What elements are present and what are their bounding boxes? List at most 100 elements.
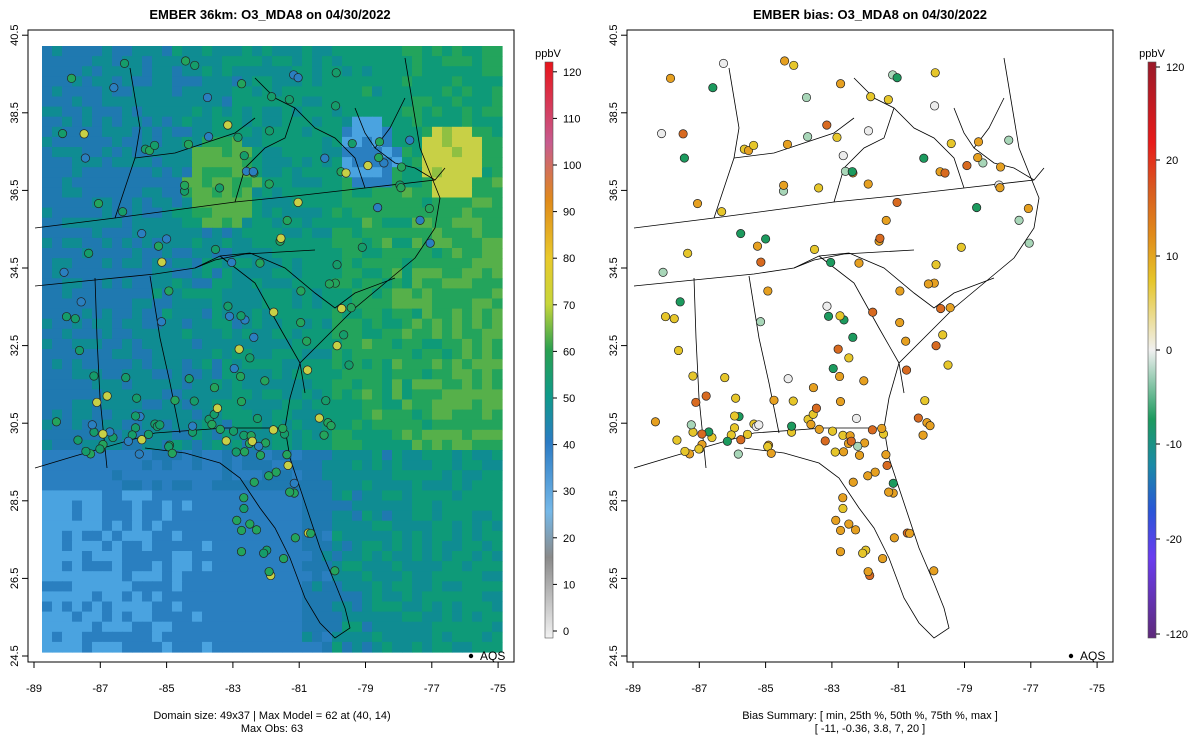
colorbar-tick-label: 20: [563, 533, 575, 545]
bias-point: [836, 79, 846, 89]
aqs-point: [188, 421, 198, 431]
aqs-point: [284, 95, 294, 105]
aqs-point: [183, 139, 194, 149]
aqs-point: [337, 304, 347, 314]
aqs-point: [346, 303, 356, 313]
bias-point: [749, 140, 759, 150]
right-map-title: EMBER bias: O3_MDA8 on 04/30/2022: [753, 7, 987, 22]
aqs-point: [236, 311, 246, 321]
bias-point: [946, 138, 956, 149]
aqs-point: [150, 140, 160, 150]
bias-summary-header: Bias Summary: [ min, 25th %, 50th %, 75t…: [742, 710, 998, 722]
aqs-point: [233, 132, 243, 142]
bias-point: [1004, 135, 1014, 145]
bias-point: [752, 241, 763, 251]
right-y-axis: 24.5 26.5 28.5 30.5 32.5 34.5 36.5 38.5 40.5: [608, 24, 627, 667]
aqs-point: [415, 215, 425, 225]
aqs-point: [255, 258, 265, 268]
aqs-point: [234, 344, 244, 354]
bias-point: [877, 423, 887, 433]
aqs-point: [282, 450, 292, 460]
aqs-point: [223, 301, 233, 311]
bias-point: [972, 203, 982, 213]
aqs-point: [255, 450, 266, 460]
aqs-point: [331, 68, 341, 78]
colorbar-tick-label: 120: [563, 67, 581, 79]
bias-point: [881, 215, 891, 225]
right-map-legend: AQS: [1068, 649, 1105, 663]
left-map-panel: EMBER 36km: O3_MDA8 on 04/30/2022 -89 -87…: [9, 7, 515, 735]
colorbar-tick-label: 60: [563, 346, 575, 358]
bias-point: [854, 258, 864, 268]
bias-point: [809, 244, 820, 255]
colorbar-tick-label: -20: [1166, 534, 1182, 546]
bias-point: [901, 365, 912, 375]
aqs-point: [89, 371, 99, 381]
right-map-frame: [626, 29, 1114, 663]
aqs-point: [131, 411, 141, 421]
bias-point: [820, 436, 830, 446]
aqs-point: [189, 396, 199, 406]
aqs-point: [248, 167, 258, 177]
aqs-point: [155, 420, 165, 430]
bias-point: [962, 161, 972, 171]
aqs-point: [123, 436, 133, 446]
aqs-point: [76, 297, 86, 307]
aqs-point: [227, 257, 237, 268]
left-footer-max-obs: Max Obs: 63: [241, 723, 303, 735]
bias-point: [675, 297, 685, 307]
aqs-point: [279, 554, 289, 564]
bias-point: [763, 286, 773, 296]
aqs-point: [170, 395, 180, 405]
aqs-point: [51, 417, 61, 427]
aqs-point: [134, 449, 144, 459]
bias-point: [673, 345, 684, 356]
x-tick-label: -79: [358, 683, 374, 695]
left-y-axis: 24.5 26.5 28.5 30.5 32.5 34.5 36.5 38.5 40.5: [9, 24, 28, 667]
bias-point: [838, 503, 848, 514]
aqs-point: [254, 441, 264, 451]
bias-point: [867, 425, 877, 435]
x-tick-label: -83: [824, 683, 840, 695]
y-tick-label: 38.5: [9, 102, 21, 123]
bias-point: [1024, 238, 1034, 248]
colorbar-tick-label: 110: [563, 113, 581, 125]
bias-point: [665, 73, 676, 83]
aqs-point: [374, 153, 384, 163]
left-map-legend: AQS: [468, 649, 505, 663]
aqs-point: [347, 138, 357, 149]
aqs-point: [341, 168, 351, 178]
bias-point: [875, 233, 885, 243]
aqs-point: [84, 248, 94, 258]
bias-point: [938, 330, 948, 340]
aqs-point: [332, 341, 342, 351]
bias-point: [782, 139, 793, 149]
bias-point: [769, 395, 779, 405]
aqs-point: [424, 203, 434, 214]
bias-point: [658, 267, 668, 277]
aqs-point: [363, 161, 373, 171]
aqs-point: [92, 397, 102, 407]
bias-point: [755, 317, 766, 327]
aqs-point: [278, 423, 288, 433]
bias-point: [956, 242, 966, 252]
bias-point: [731, 393, 741, 403]
aqs-point: [252, 413, 263, 423]
bias-point: [789, 60, 799, 70]
aqs-point: [296, 317, 306, 328]
left-state-boundaries: [34, 57, 446, 639]
aqs-point: [302, 365, 313, 375]
bias-point: [918, 430, 928, 440]
left-footer-domain-info: Domain size: 49x37 | Max Model = 62 at (…: [153, 710, 390, 722]
aqs-point: [209, 383, 220, 393]
bias-point: [940, 168, 950, 178]
colorbar-tick-label: -10: [1166, 439, 1182, 451]
aqs-point: [245, 519, 255, 529]
bias-point: [718, 58, 729, 68]
aqs-point: [70, 314, 80, 324]
aqs-point: [236, 397, 247, 407]
colorbar-tick-label: 0: [1166, 345, 1172, 357]
bias-point: [822, 301, 832, 311]
aqs-point: [223, 120, 233, 130]
aqs-point: [224, 311, 235, 321]
